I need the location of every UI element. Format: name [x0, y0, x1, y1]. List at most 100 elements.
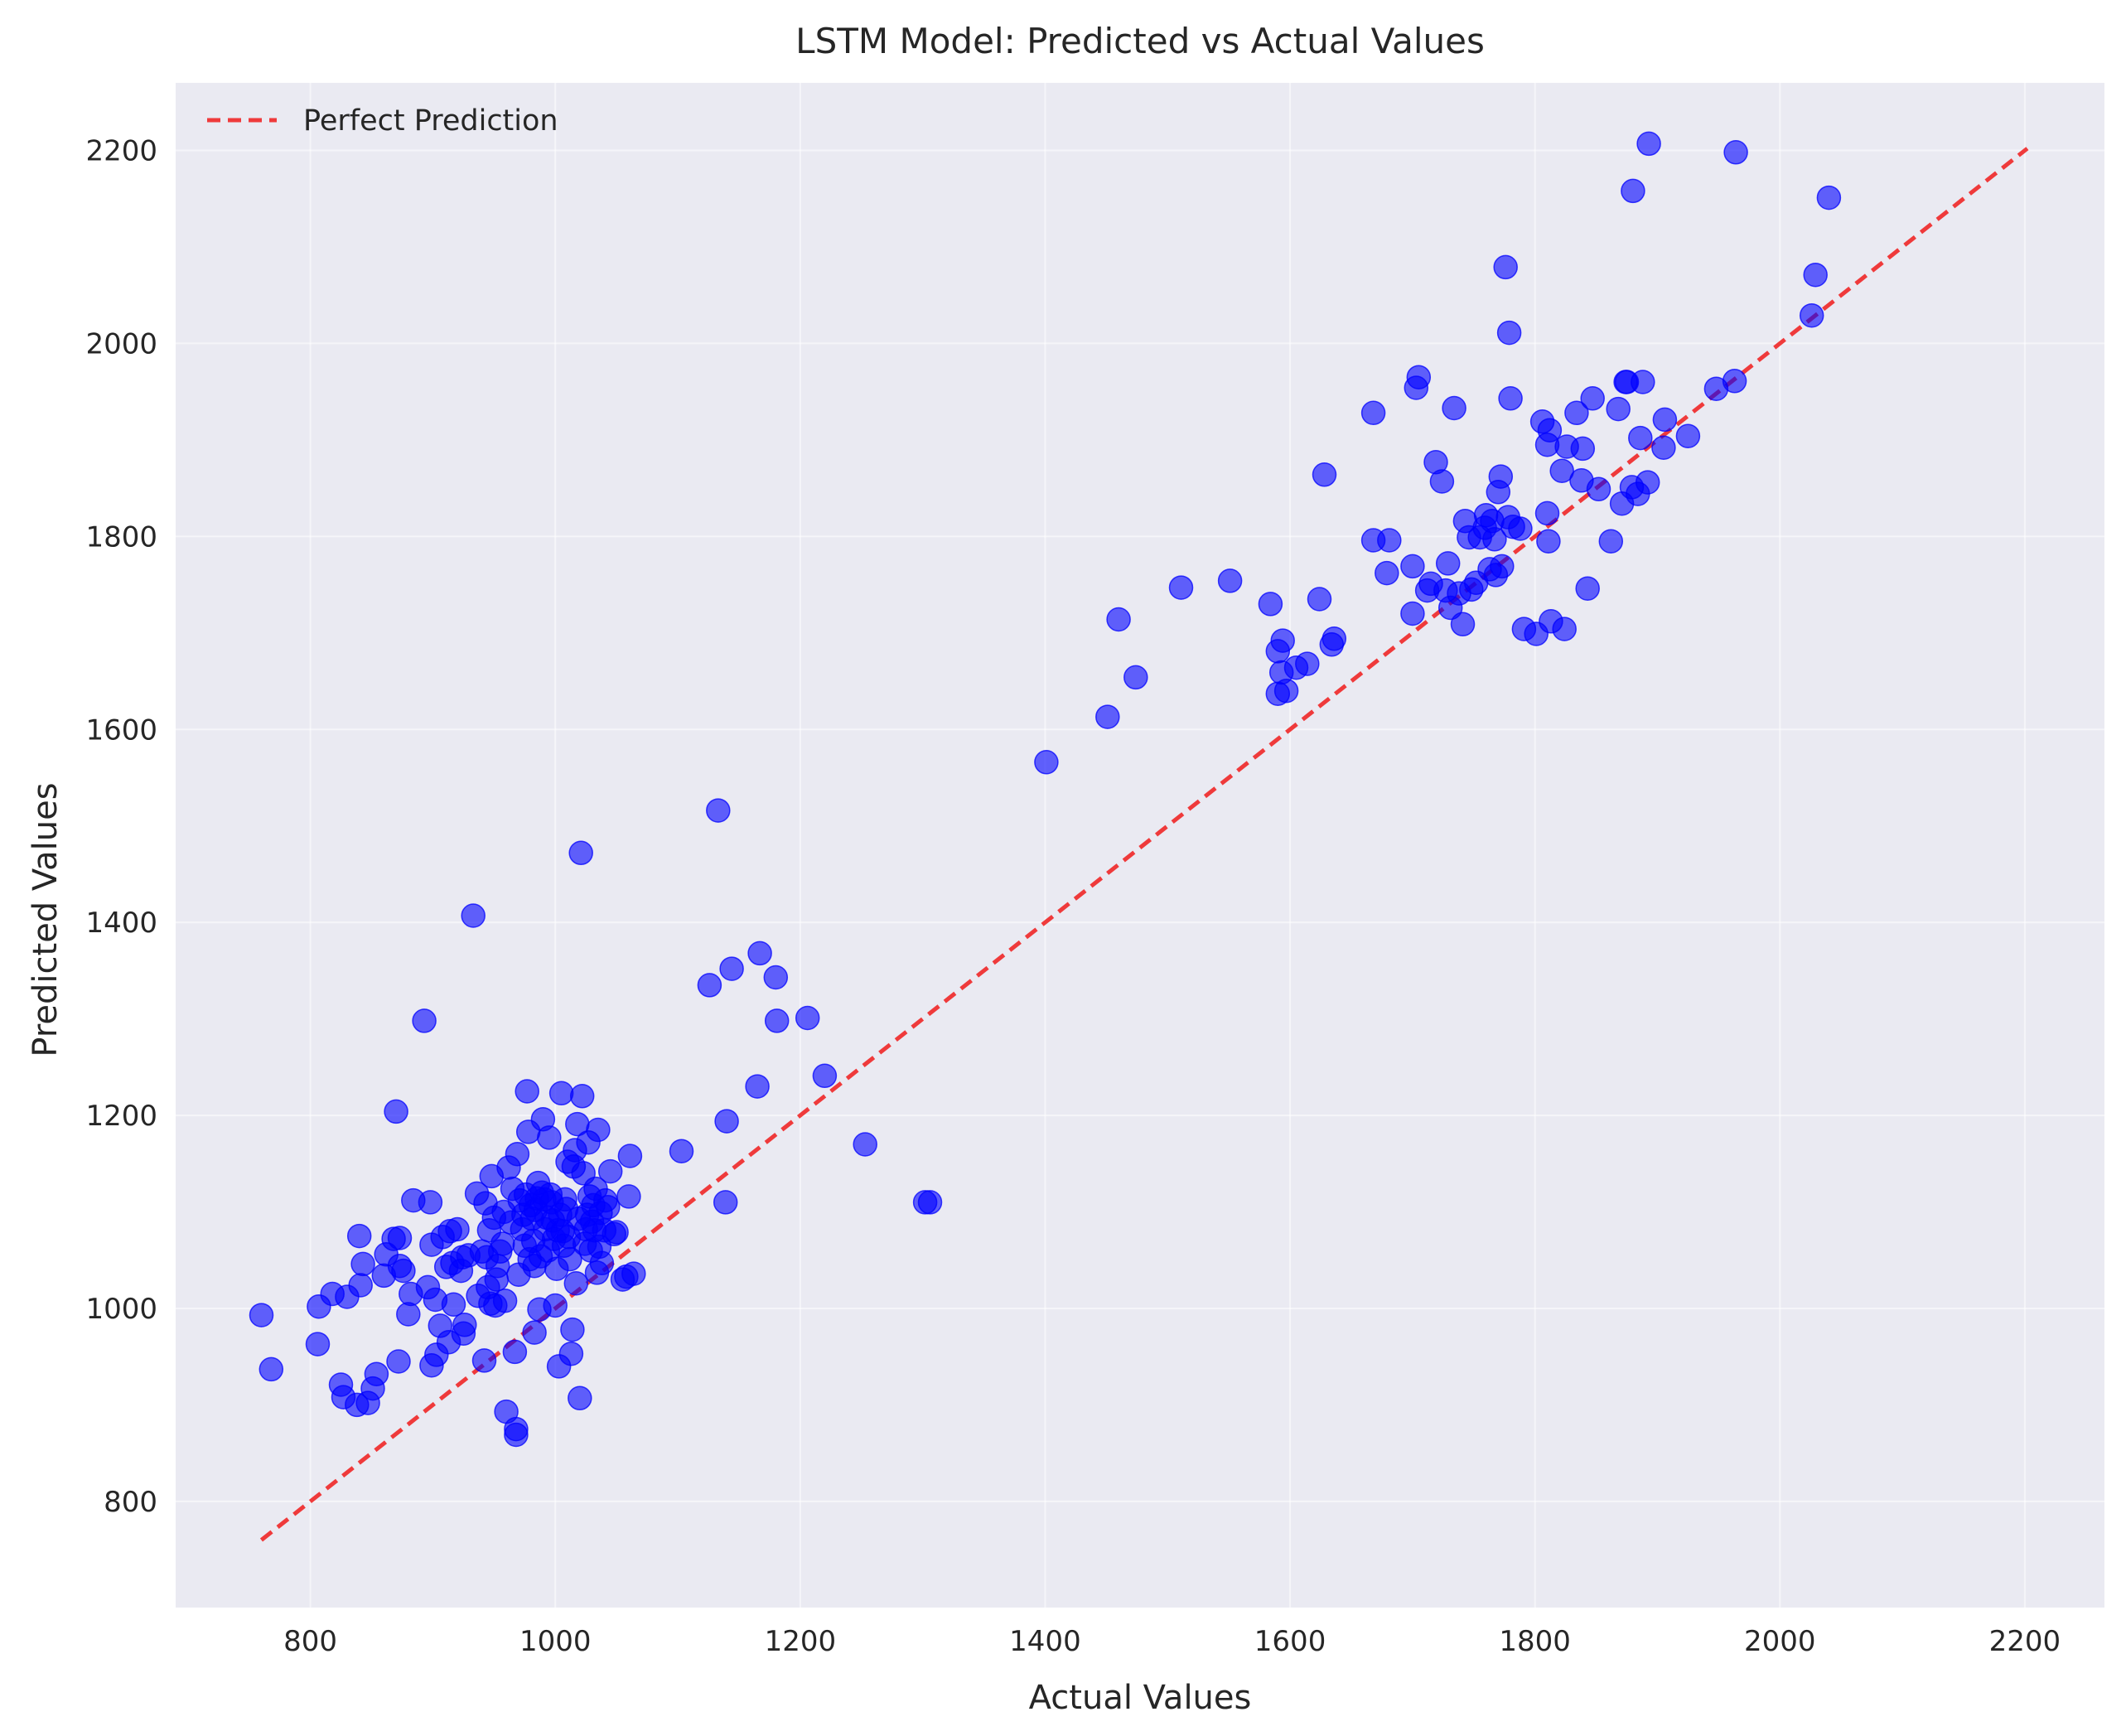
- data-point: [391, 1258, 416, 1284]
- data-point: [1631, 370, 1655, 394]
- x-tick-label: 2000: [1744, 1625, 1816, 1658]
- y-tick-label: 1800: [85, 520, 157, 554]
- data-point: [1400, 554, 1425, 579]
- data-point: [1490, 554, 1515, 579]
- data-point: [1552, 617, 1577, 641]
- data-point: [1580, 386, 1605, 411]
- legend-label: Perfect Prediction: [303, 104, 558, 138]
- data-point: [560, 1317, 585, 1342]
- x-tick-label: 800: [283, 1625, 337, 1658]
- data-point: [1312, 462, 1337, 487]
- data-point: [1095, 704, 1120, 729]
- data-point: [445, 1216, 470, 1242]
- data-point: [812, 1063, 838, 1089]
- data-point: [568, 840, 593, 866]
- data-point: [1482, 527, 1507, 552]
- y-tick-label: 1400: [85, 907, 157, 940]
- data-point: [1586, 476, 1611, 502]
- data-point: [502, 1339, 528, 1365]
- data-point: [706, 798, 731, 823]
- data-point: [719, 956, 744, 981]
- x-axis-ticks: 800 1000 1200 1400 1600 1800 2000 2200: [283, 1625, 2061, 1658]
- data-point: [543, 1293, 568, 1318]
- data-point: [747, 941, 772, 966]
- data-point: [745, 1074, 770, 1099]
- data-point: [1621, 178, 1645, 204]
- data-point: [569, 1084, 595, 1109]
- data-point: [1258, 592, 1283, 617]
- data-point: [522, 1320, 547, 1345]
- data-point: [259, 1356, 284, 1382]
- data-point: [1636, 131, 1661, 157]
- data-point: [764, 1008, 790, 1033]
- data-point: [568, 1385, 592, 1411]
- data-point: [1651, 435, 1676, 460]
- data-point: [350, 1251, 375, 1277]
- data-point: [1722, 369, 1747, 394]
- data-point: [586, 1117, 611, 1143]
- x-tick-label: 2200: [1989, 1625, 2061, 1658]
- data-point: [616, 1184, 641, 1209]
- data-point: [1488, 464, 1514, 489]
- data-point: [412, 1008, 437, 1033]
- data-point: [1570, 436, 1596, 462]
- data-point: [492, 1288, 518, 1313]
- grid-lines: [176, 83, 2104, 1608]
- y-tick-label: 2000: [85, 327, 157, 360]
- x-tick-label: 1600: [1254, 1625, 1326, 1658]
- data-point: [563, 1270, 589, 1296]
- data-point: [346, 1223, 372, 1249]
- data-point: [1493, 254, 1518, 280]
- data-point: [1635, 470, 1660, 495]
- data-point: [515, 1079, 539, 1104]
- data-point: [1307, 587, 1332, 612]
- y-tick-label: 1200: [85, 1100, 157, 1133]
- x-axis-title: Actual Values: [1029, 1679, 1252, 1717]
- chart-title: LSTM Model: Predicted vs Actual Values: [795, 21, 1485, 61]
- data-point: [1675, 423, 1701, 448]
- data-point: [537, 1125, 562, 1150]
- data-point: [1498, 386, 1523, 411]
- data-point: [1429, 469, 1455, 494]
- data-point: [364, 1361, 389, 1386]
- data-point: [669, 1139, 694, 1163]
- data-point: [1723, 140, 1748, 165]
- data-point: [795, 1005, 820, 1031]
- data-point: [1803, 262, 1828, 288]
- data-point: [621, 1261, 646, 1286]
- data-point: [1034, 750, 1059, 775]
- data-point: [597, 1158, 623, 1184]
- data-point: [1652, 407, 1678, 433]
- data-point: [505, 1141, 530, 1167]
- data-point: [1799, 302, 1824, 328]
- data-point: [1295, 651, 1320, 676]
- y-axis-ticks: 800 1000 1200 1400 1600 1800 2000 2200: [85, 135, 157, 1519]
- data-point: [418, 1190, 443, 1215]
- data-point: [1575, 576, 1600, 601]
- data-point: [917, 1190, 943, 1215]
- data-point: [1322, 626, 1347, 651]
- data-point: [461, 903, 486, 928]
- data-point: [1123, 665, 1148, 690]
- data-point: [1406, 365, 1432, 389]
- data-point: [1273, 678, 1299, 704]
- data-point: [384, 1099, 408, 1124]
- data-point: [1534, 500, 1560, 526]
- data-point: [249, 1303, 274, 1327]
- legend: Perfect Prediction: [207, 104, 558, 138]
- data-point: [1816, 185, 1842, 210]
- data-point: [504, 1422, 529, 1448]
- x-tick-label: 1000: [519, 1625, 592, 1658]
- y-tick-label: 2200: [85, 135, 157, 168]
- data-point: [1435, 551, 1461, 576]
- data-point: [558, 1341, 584, 1366]
- data-point: [1536, 529, 1561, 554]
- data-point: [1450, 612, 1476, 637]
- data-point: [1564, 400, 1589, 426]
- data-point: [1537, 418, 1563, 442]
- x-tick-label: 1800: [1499, 1625, 1571, 1658]
- data-point: [396, 1302, 421, 1327]
- data-point: [558, 1246, 582, 1272]
- data-point: [471, 1348, 497, 1373]
